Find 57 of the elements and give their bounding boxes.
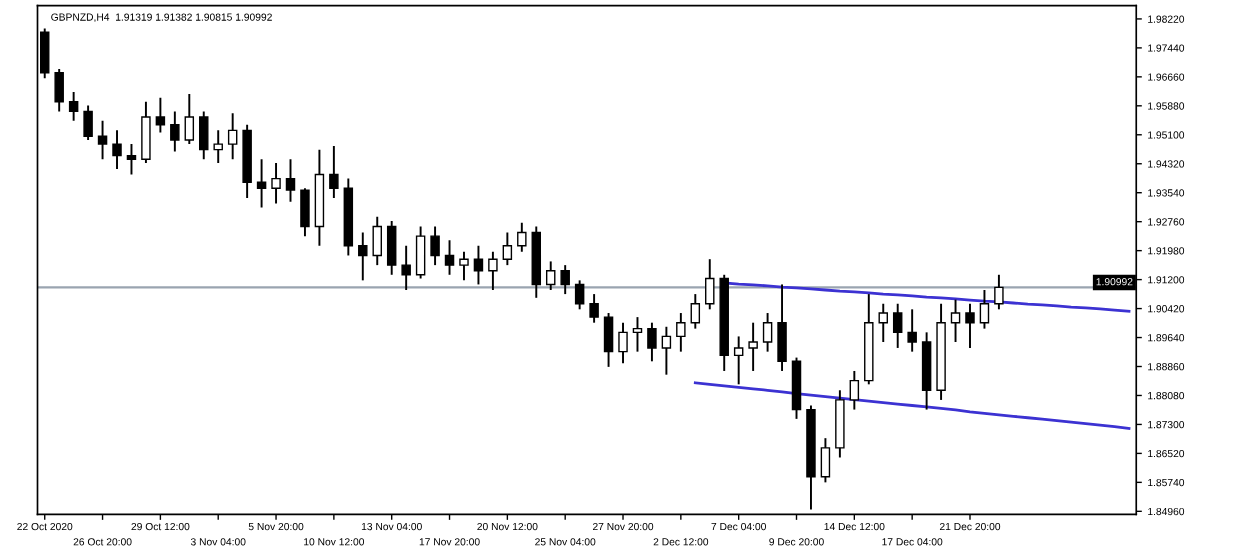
candlestick [285, 158, 296, 203]
candlestick [256, 158, 267, 209]
candlestick [126, 143, 137, 176]
candlestick [199, 110, 209, 161]
candlestick [430, 225, 440, 267]
line-series [693, 381, 1131, 430]
candlestick [574, 279, 585, 311]
candlestick [358, 231, 368, 282]
candlestick [603, 312, 614, 368]
candlestick [690, 293, 701, 330]
candlestick [979, 289, 990, 330]
candlestick [502, 231, 513, 267]
candlestick [329, 144, 339, 199]
candlestick [459, 250, 469, 282]
candlestick [950, 298, 961, 343]
candlestick [372, 215, 382, 267]
candlestick [762, 312, 773, 353]
candlestick [733, 335, 744, 386]
candlestick [227, 112, 238, 161]
candlestick [647, 321, 657, 363]
candlestick [54, 68, 64, 113]
candlestick [965, 302, 975, 349]
candlestick [488, 250, 498, 291]
candlestick [184, 92, 195, 146]
candlestick [213, 129, 223, 164]
candlestick [170, 110, 180, 153]
candlestick [878, 302, 888, 343]
candlestick [632, 316, 643, 353]
candlestick [401, 244, 411, 291]
candlestick [907, 308, 917, 353]
candlestick [835, 389, 845, 459]
candlestick [155, 96, 166, 134]
candlestick [386, 219, 397, 276]
candlestick [676, 312, 686, 353]
candlestick [892, 302, 903, 349]
candlestick [97, 119, 108, 161]
candlestick [661, 325, 672, 376]
candlestick [271, 162, 281, 205]
candlestick [141, 100, 151, 164]
candlestick [618, 321, 628, 365]
candlestick [83, 104, 93, 141]
candlestick [517, 221, 527, 253]
candlestick [112, 129, 122, 170]
candlestick [705, 258, 715, 311]
candlestick [560, 264, 570, 296]
candlestick [589, 293, 599, 324]
candlestick [473, 244, 484, 286]
candlestick [444, 239, 455, 276]
candlestick [300, 187, 310, 238]
candlestick [994, 273, 1004, 311]
candlestick [849, 369, 860, 411]
candlestick [748, 321, 758, 372]
candlestick [820, 437, 831, 484]
candlestick [777, 283, 787, 372]
candlestick [68, 91, 79, 122]
candlestick [545, 260, 556, 291]
candlestick [415, 225, 426, 280]
